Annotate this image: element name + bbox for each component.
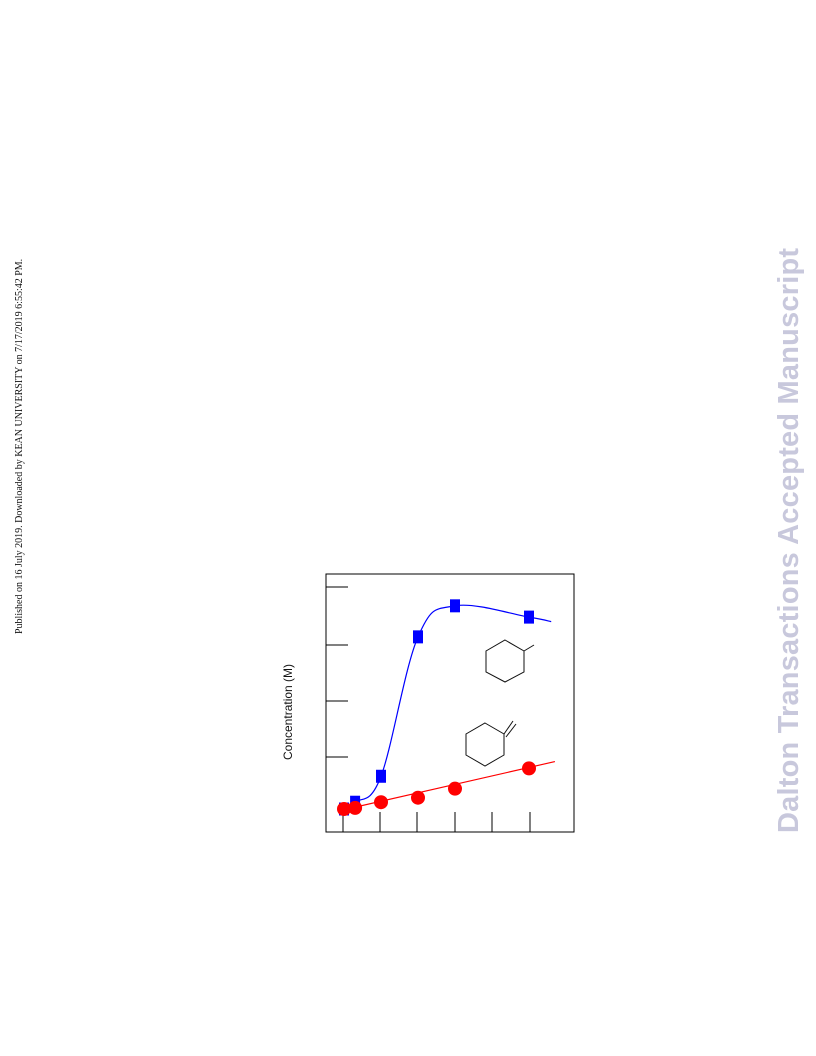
circle-point-5	[522, 761, 536, 776]
circle-point-4	[448, 781, 462, 796]
series-markers	[337, 599, 536, 816]
methylcyclohexene-structure-icon	[485, 639, 535, 683]
square-point-2	[376, 769, 386, 783]
x-axis-ticks	[342, 812, 531, 832]
square-point-4	[450, 599, 460, 613]
square-point-3	[413, 630, 423, 644]
plot-frame	[325, 573, 575, 833]
methylenecyclohexane-structure-icon	[465, 720, 517, 767]
series-lines	[342, 604, 556, 811]
circle-point-3	[411, 790, 425, 805]
y-axis-ticks	[326, 586, 348, 758]
circle-point-1	[348, 800, 363, 815]
circle-point-0	[337, 802, 351, 816]
series-line-squares	[343, 604, 552, 810]
square-point-5	[524, 610, 534, 624]
circle-point-2	[374, 795, 388, 810]
